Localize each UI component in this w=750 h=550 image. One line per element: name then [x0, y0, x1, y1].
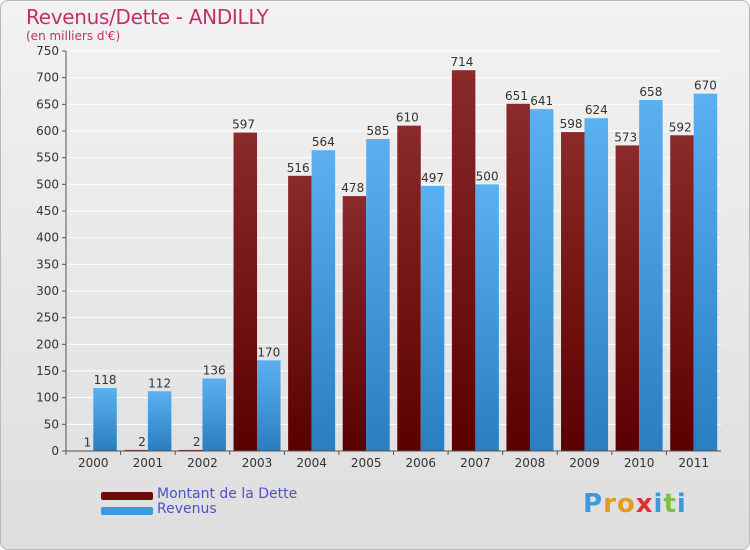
bar-debt-2003: [233, 132, 258, 451]
y-tick-label: 350: [36, 257, 59, 271]
data-label-debt-2003: 597: [232, 118, 255, 132]
data-label-revenue-2000: 118: [94, 373, 117, 387]
legend-swatch-debt: [101, 492, 153, 500]
data-label-revenue-2010: 658: [639, 85, 662, 99]
x-tick-label: 2000: [78, 456, 109, 470]
data-label-debt-2011: 592: [669, 120, 692, 134]
x-tick-label: 2010: [624, 456, 655, 470]
logo-letter: i: [653, 489, 664, 519]
legend-label-debt: Montant de la Dette: [157, 486, 298, 502]
x-tick-label: 2001: [133, 456, 164, 470]
logo-letter: P: [583, 489, 604, 519]
bar-revenue-2011: [693, 93, 718, 452]
legend-swatch-revenue: [101, 507, 153, 515]
x-tick-label: 2002: [187, 456, 218, 470]
data-label-revenue-2001: 112: [148, 376, 171, 390]
x-tick-label: 2007: [460, 456, 491, 470]
x-tick-label: 2006: [406, 456, 437, 470]
bar-revenue-2008: [529, 109, 554, 451]
x-tick-label: 2005: [351, 456, 382, 470]
chart-title: Revenus/Dette - ANDILLY: [26, 5, 269, 29]
bar-debt-2001: [124, 449, 148, 451]
x-tick-label: 2004: [296, 456, 327, 470]
proxiti-logo: Proxiti: [583, 489, 687, 519]
data-label-revenue-2007: 500: [476, 169, 499, 183]
y-tick-label: 750: [36, 44, 59, 58]
bar-debt-2010: [615, 145, 640, 451]
x-tick-label: 2011: [678, 456, 709, 470]
data-label-debt-2002: 2: [193, 435, 201, 449]
bar-debt-2009: [561, 132, 585, 452]
y-tick-label: 400: [36, 231, 59, 245]
data-label-debt-2004: 516: [287, 161, 310, 175]
bar-debt-2011: [670, 135, 694, 451]
bar-revenue-2006: [420, 185, 445, 451]
data-label-debt-2008: 651: [505, 89, 528, 103]
bar-debt-2008: [506, 103, 530, 452]
bar-revenue-2009: [584, 118, 609, 451]
data-label-debt-2000: 1: [84, 435, 92, 449]
data-label-revenue-2011: 670: [694, 79, 717, 93]
data-label-revenue-2004: 564: [312, 135, 335, 149]
bar-revenue-2001: [147, 391, 172, 451]
x-axis-ticks: 2000 2001 2002 2003 2004 2005 2006 2007 2008 2009…: [65, 450, 721, 470]
bar-debt-2006: [397, 125, 421, 452]
y-tick-label: 550: [36, 151, 59, 165]
x-tick-label: 2008: [515, 456, 546, 470]
data-label-revenue-2005: 585: [367, 124, 390, 138]
data-label-revenue-2002: 136: [203, 363, 226, 377]
bar-revenue-2007: [475, 184, 499, 452]
data-label-revenue-2006: 497: [421, 171, 444, 185]
y-tick-label: 0: [51, 444, 59, 458]
logo-letter: t: [663, 489, 677, 519]
y-tick-label: 100: [36, 391, 59, 405]
y-tick-label: 200: [36, 337, 59, 351]
bar-revenue-2005: [366, 139, 390, 451]
y-tick-label: 250: [36, 311, 59, 325]
legend-label-revenue: Revenus: [157, 501, 217, 517]
data-label-debt-2010: 573: [614, 130, 637, 144]
logo-letter: o: [616, 489, 636, 519]
logo-letter: x: [635, 489, 654, 519]
y-tick-label: 600: [36, 124, 59, 138]
data-label-debt-2007: 714: [450, 55, 473, 69]
bar-debt-2004: [288, 175, 312, 452]
y-tick-label: 50: [44, 417, 59, 431]
bar-debt-2005: [342, 196, 367, 451]
data-label-debt-2005: 478: [341, 181, 364, 195]
y-tick-label: 300: [36, 284, 59, 298]
x-tick-label: 2009: [569, 456, 600, 470]
logo-letter: r: [603, 489, 617, 519]
bar-revenue-2004: [311, 150, 336, 451]
y-tick-label: 450: [36, 204, 59, 218]
y-tick-label: 700: [36, 71, 59, 85]
bar-revenue-2010: [639, 100, 663, 452]
data-label-revenue-2008: 641: [530, 94, 553, 108]
chart-subtitle: (en milliers d'€): [26, 29, 121, 43]
bar-revenue-2003: [257, 360, 281, 451]
data-label-debt-2009: 598: [560, 117, 583, 131]
y-tick-label: 500: [36, 177, 59, 191]
y-axis-ticks: 0 50 100 150 200 250 300 350 400 450 500 550 600 650 7…: [36, 44, 67, 458]
y-tick-label: 650: [36, 97, 59, 111]
bar-revenue-2002: [202, 378, 226, 451]
y-tick-label: 150: [36, 364, 59, 378]
data-label-debt-2006: 610: [396, 111, 419, 125]
logo-letter: i: [676, 489, 687, 519]
data-label-revenue-2009: 624: [585, 103, 608, 117]
data-label-revenue-2003: 170: [257, 345, 280, 359]
bar-debt-2007: [451, 70, 476, 451]
x-tick-label: 2003: [242, 456, 273, 470]
bar-revenue-2000: [93, 388, 117, 451]
bar-debt-2002: [178, 449, 203, 451]
data-label-debt-2001: 2: [138, 435, 146, 449]
bars: [69, 70, 718, 452]
